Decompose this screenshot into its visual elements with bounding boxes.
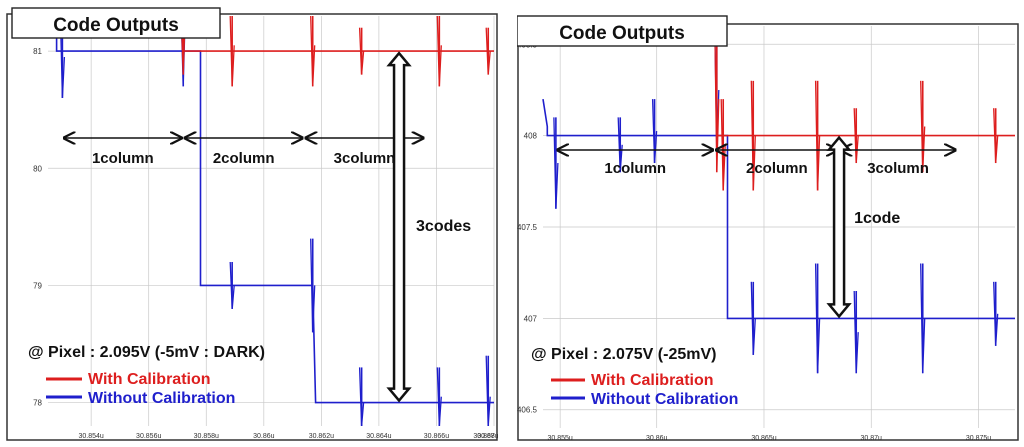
transient-spike (920, 80, 926, 173)
transient-spike (714, 25, 720, 173)
x-tick-label: 30.87 (477, 433, 495, 440)
chart-title: Code Outputs (53, 15, 179, 36)
x-tick-label: 30.865u (751, 435, 776, 441)
x-tick-label: 30.854u (79, 433, 104, 440)
y-tick-label: 406.5 (517, 406, 538, 415)
x-tick-label: 30.866u (424, 433, 449, 440)
transient-spike (814, 263, 821, 374)
transient-spike (436, 15, 442, 87)
chart-title: Code Outputs (559, 23, 685, 44)
transient-spike (920, 263, 926, 374)
transient-spike (853, 290, 859, 374)
x-tick-label: 30.868u (473, 433, 498, 440)
x-tick-label: 30.86u (253, 433, 275, 440)
y-tick-label: 407.5 (517, 223, 538, 232)
y-tick-label: 79 (33, 281, 42, 290)
transient-spike (229, 261, 235, 309)
code-difference-arrow (386, 51, 412, 403)
y-tick-label: 80 (33, 164, 42, 173)
series-line-uncalibrated (542, 98, 717, 137)
transient-spike (358, 27, 365, 75)
column-label: 1column (604, 160, 666, 177)
transient-spike (993, 281, 999, 346)
code-difference-label: 1code (854, 210, 900, 227)
plot-frame (517, 23, 1019, 441)
x-tick-label: 30.862u (309, 433, 334, 440)
chart-annotation: @ Pixel : 2.075V (-25mV) (531, 346, 716, 363)
legend: With Calibration Without Calibration (551, 372, 738, 408)
transient-spike (720, 99, 726, 191)
legend-label-uncalibrated: Without Calibration (591, 391, 738, 408)
column-label: 1column (92, 150, 154, 167)
chart-title-box (517, 15, 728, 47)
x-tick-label: 30.87u (861, 435, 883, 441)
y-tick-label: 81 (33, 47, 42, 56)
legend-label-calibrated: With Calibration (88, 371, 211, 388)
chart-left: 81 80 79 78 30.854u 30.856u 30.858u 30.86u 30.8… (6, 7, 498, 441)
legend: With Calibration Without Calibration (46, 371, 235, 407)
y-tick-label: 408 (524, 132, 538, 141)
column-label: 2column (746, 160, 808, 177)
transient-spike (229, 15, 235, 87)
legend-label-calibrated: With Calibration (591, 372, 714, 389)
code-difference-label: 3codes (416, 218, 471, 235)
chart-panel-left: 81 80 79 78 30.854u 30.856u 30.858u 30.86u 30.8… (6, 6, 498, 441)
column-label: 3column (867, 160, 929, 177)
code-difference-arrow (826, 135, 852, 319)
transient-spike (485, 27, 491, 75)
transient-spike (310, 238, 316, 333)
x-tick-label: 30.86u (646, 435, 668, 441)
x-tick-label: 30.855u (548, 435, 573, 441)
column-label: 2column (213, 150, 275, 167)
y-tick-label: 407 (524, 314, 538, 323)
x-tick-label: 30.875u (966, 435, 991, 441)
chart-title-box (11, 7, 221, 39)
chart-annotation: @ Pixel : 2.095V (-5mV : DARK) (28, 344, 265, 361)
plot-frame (6, 13, 498, 441)
y-tick-label: 78 (33, 399, 42, 408)
x-tick-label: 30.864u (366, 433, 391, 440)
transient-spike (310, 15, 316, 87)
column-label: 3column (334, 150, 396, 167)
x-tick-label: 30.858u (194, 433, 219, 440)
x-tick-label: 30.856u (136, 433, 161, 440)
legend-label-uncalibrated: Without Calibration (88, 390, 235, 407)
